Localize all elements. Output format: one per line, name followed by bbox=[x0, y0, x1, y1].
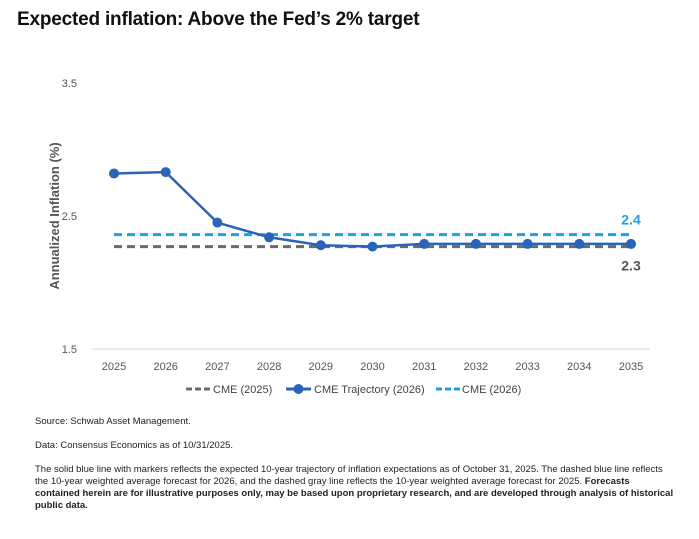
inflation-line-chart: 3.5 2.5 1.5 Annualized Inflation (%) 2025 202… bbox=[47, 78, 650, 396]
x-tick-label-2030: 2030 bbox=[360, 361, 384, 373]
x-tick-label-2035: 2035 bbox=[619, 361, 643, 373]
series-1-point-2032 bbox=[470, 238, 481, 249]
series-line-1 bbox=[113, 170, 631, 248]
end-label-0: 2.3 bbox=[621, 258, 641, 274]
description-text: The solid blue line with markers reflect… bbox=[35, 464, 663, 487]
page-title: Expected inflation: Above the Fed’s 2% t… bbox=[17, 9, 420, 30]
x-tick-label-2028: 2028 bbox=[257, 361, 281, 373]
x-tick-label-2025: 2025 bbox=[102, 361, 126, 373]
x-tick-label-2026: 2026 bbox=[153, 361, 177, 373]
legend-item-0: CME (2025) bbox=[186, 384, 272, 396]
data-note: Data: Consensus Economics as of 10/31/20… bbox=[35, 440, 234, 451]
x-tick-label-2029: 2029 bbox=[309, 361, 333, 373]
legend-label-1: CME Trajectory (2026) bbox=[314, 384, 425, 396]
series-1-point-2025 bbox=[109, 168, 119, 179]
series-1-point-2029 bbox=[315, 240, 326, 251]
y-axis-label: Annualized Inflation (%) bbox=[47, 142, 62, 289]
x-tick-label-2033: 2033 bbox=[515, 361, 539, 373]
series-1-point-2028 bbox=[264, 232, 275, 243]
end-label-2: 2.4 bbox=[621, 212, 641, 228]
series-1-point-2033 bbox=[522, 238, 533, 249]
chart-notes: Source: Schwab Asset Management. Data: C… bbox=[35, 416, 675, 524]
x-tick-label-2032: 2032 bbox=[464, 361, 488, 373]
legend-item-1: CME Trajectory (2026) bbox=[286, 384, 425, 396]
legend-label-2: CME (2026) bbox=[462, 384, 521, 396]
series-1-point-2034 bbox=[574, 238, 585, 249]
legend-label-0: CME (2025) bbox=[213, 384, 272, 396]
description-note: The solid blue line with markers reflect… bbox=[35, 464, 675, 512]
series-1-point-2026 bbox=[160, 167, 171, 178]
series-1-point-2035 bbox=[626, 238, 636, 249]
x-tick-label-2034: 2034 bbox=[567, 361, 591, 373]
legend-item-2: CME (2026) bbox=[436, 384, 521, 396]
y-tick-label-1: 2.5 bbox=[62, 211, 77, 223]
y-tick-label-0: 3.5 bbox=[62, 78, 77, 90]
source-note: Source: Schwab Asset Management. bbox=[35, 416, 191, 427]
series-1-point-2030 bbox=[367, 241, 378, 252]
series-1-point-2031 bbox=[419, 238, 430, 249]
series-1-point-2027 bbox=[212, 217, 223, 228]
x-tick-label-2031: 2031 bbox=[412, 361, 436, 373]
disclaimer-text: Forecasts contained herein are for illus… bbox=[35, 476, 674, 511]
x-tick-label-2027: 2027 bbox=[205, 361, 229, 373]
legend-marker-1 bbox=[293, 384, 304, 394]
y-tick-label-2: 1.5 bbox=[62, 344, 77, 356]
